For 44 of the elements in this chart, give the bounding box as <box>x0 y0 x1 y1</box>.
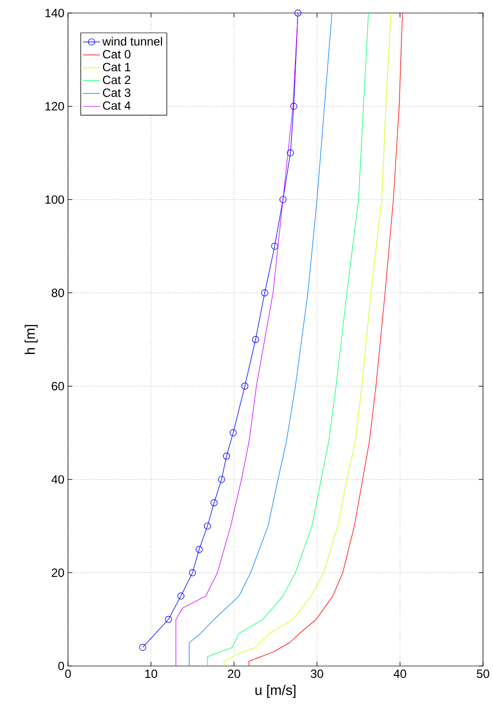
point <box>230 429 237 436</box>
legend-label: Cat 3 <box>102 88 130 97</box>
legend-label: Cat 1 <box>102 62 130 72</box>
line-series <box>224 12 392 666</box>
point <box>286 149 294 156</box>
y-tick-label: 0 <box>58 662 64 670</box>
point <box>177 592 184 600</box>
y-tick-label: 100 <box>45 195 64 204</box>
point <box>252 336 260 343</box>
y-tick-label: 140 <box>45 8 64 18</box>
x-tick-label: 50 <box>476 670 490 678</box>
y-tick-label: 120 <box>45 102 64 111</box>
point <box>241 382 248 390</box>
point <box>223 452 230 460</box>
point <box>290 102 298 110</box>
y-tick-label: 80 <box>52 288 64 298</box>
point <box>189 569 196 576</box>
line-series <box>248 12 403 666</box>
point <box>261 289 268 296</box>
point <box>218 476 226 483</box>
point <box>271 242 278 250</box>
point <box>210 499 218 506</box>
y-tick-label: 60 <box>52 382 64 390</box>
point <box>164 616 172 623</box>
x-tick-label: 10 <box>145 670 158 678</box>
point <box>294 10 302 16</box>
legend-label: Cat 4 <box>102 101 131 110</box>
legend-label: wind tunnel <box>102 36 162 46</box>
y-tick-label: 40 <box>51 475 64 484</box>
x-tick-label: 0 <box>65 670 71 678</box>
line-series <box>207 12 369 666</box>
y-axis-title: h [m] <box>24 325 38 354</box>
line-series <box>188 12 332 666</box>
x-axis-title: u [m/s] <box>255 684 296 698</box>
point <box>139 644 146 651</box>
point <box>204 522 211 530</box>
legend-label: Cat 0 <box>102 50 130 58</box>
point <box>279 196 286 204</box>
y-tick-label: 20 <box>52 568 64 577</box>
point <box>196 546 203 553</box>
x-tick-label: 40 <box>394 670 406 678</box>
legend-label: Cat 2 <box>102 76 130 84</box>
x-tick-label: 30 <box>310 670 324 678</box>
x-tick-label: 20 <box>228 670 240 678</box>
